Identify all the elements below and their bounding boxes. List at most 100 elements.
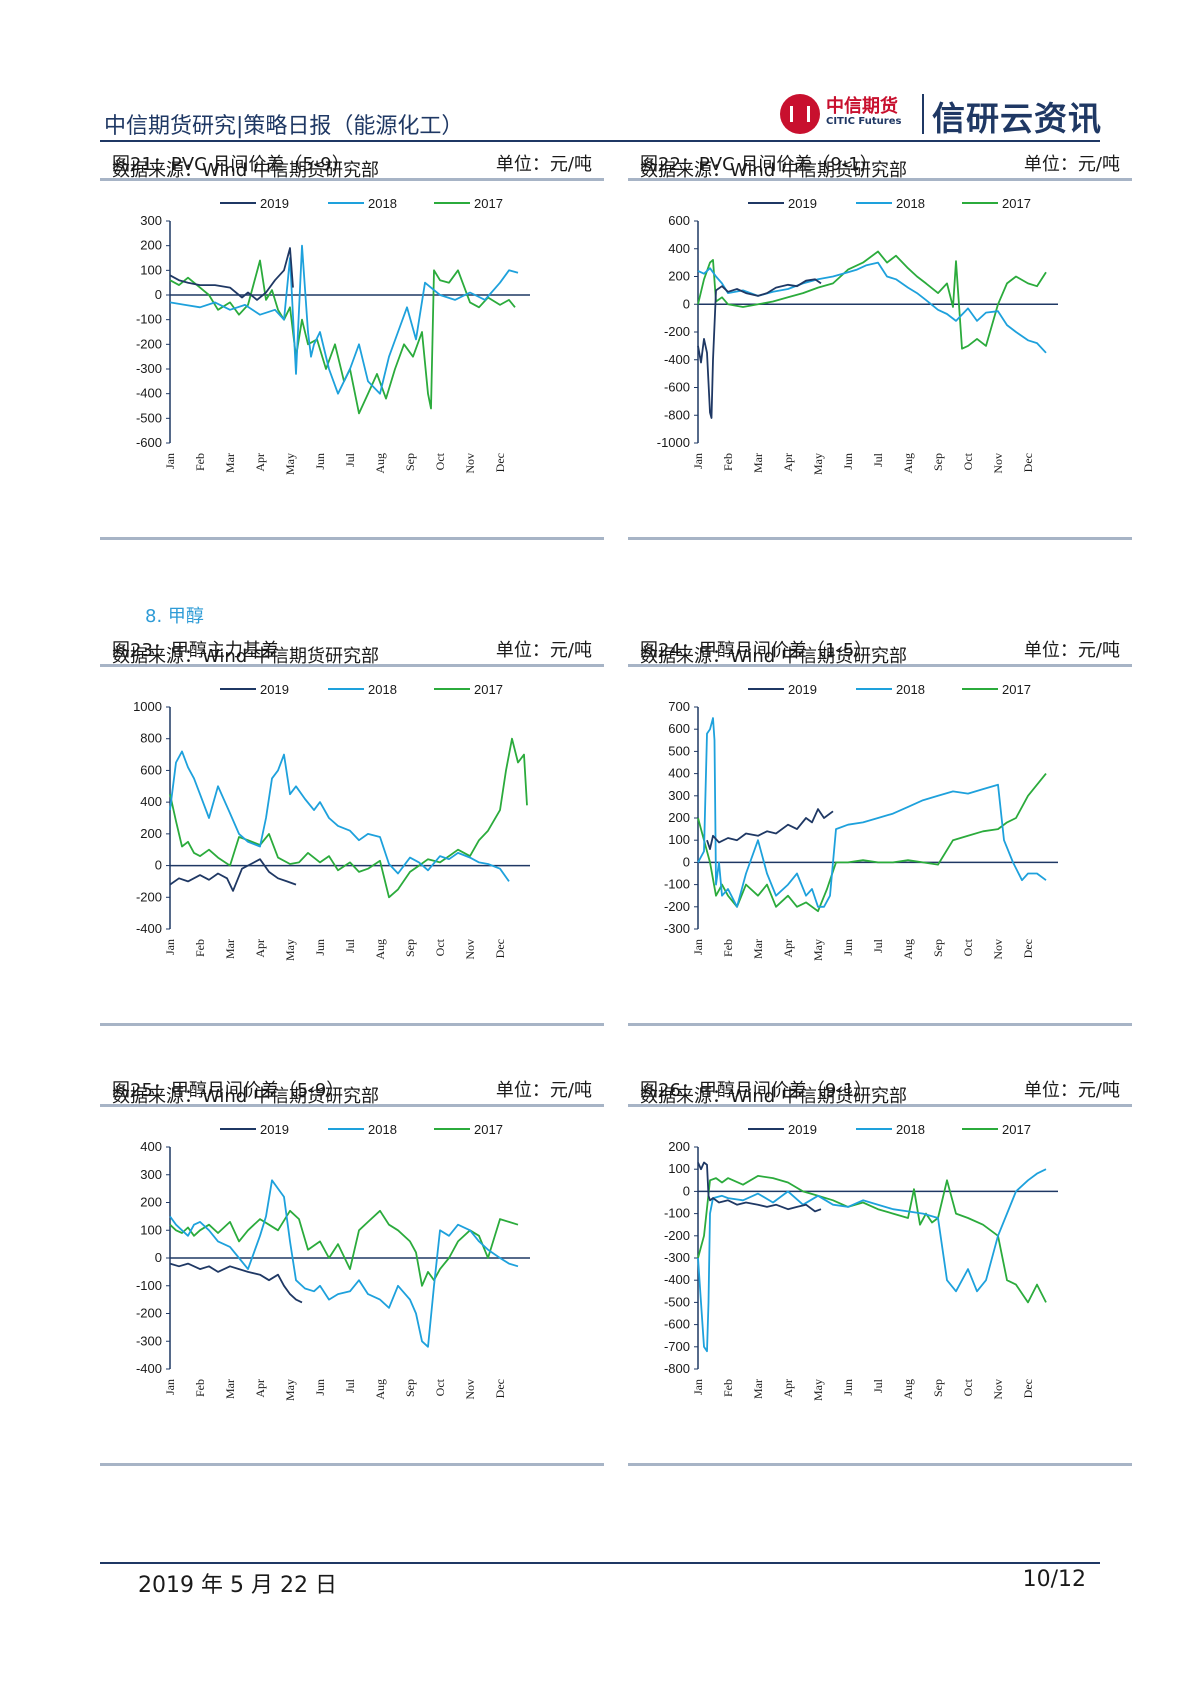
series-line-2019	[169, 858, 297, 892]
chart-bottom-rule	[628, 537, 1132, 540]
y-tick-label: 400	[668, 766, 690, 781]
y-tick-label: -300	[664, 1250, 690, 1265]
x-tick-label: Apr	[781, 453, 795, 472]
y-tick-label: -400	[136, 386, 162, 401]
x-tick-label: Mar	[751, 1379, 765, 1399]
legend-label-2017: 2017	[1002, 682, 1031, 697]
chart-title: 图24：甲醇月间价差（1-5）	[640, 640, 873, 661]
x-tick-label: Oct	[961, 938, 975, 956]
y-tick-label: -200	[136, 1306, 162, 1321]
x-tick-label: Jan	[163, 939, 177, 955]
chart-panel-header: 图22：PVC 月间价差（9-1） 单位：元/吨	[628, 146, 1132, 181]
citic-emblem-icon	[780, 94, 820, 134]
series-line-2017	[169, 259, 516, 415]
y-tick-label: 100	[668, 1161, 690, 1176]
legend-label-2017: 2017	[474, 196, 503, 211]
series-line-2019	[169, 1262, 303, 1304]
legend-label-2019: 2019	[788, 682, 817, 697]
chart-panel-header: 图24：甲醇月间价差（1-5） 单位：元/吨	[628, 632, 1132, 667]
x-tick-label: Mar	[223, 1379, 237, 1399]
x-tick-label: Apr	[253, 1379, 267, 1398]
chart-title: 图21：PVC 月间价差（5-9）	[112, 154, 350, 175]
y-tick-label: 0	[155, 1250, 162, 1265]
chart-bottom-rule	[100, 537, 604, 540]
legend-label-2019: 2019	[260, 1122, 289, 1137]
y-tick-label: 0	[683, 1183, 690, 1198]
x-tick-label: May	[811, 939, 825, 961]
x-tick-label: Jul	[343, 938, 357, 953]
y-tick-label: -300	[136, 1333, 162, 1348]
chart-panel-header: 图21：PVC 月间价差（5-9） 单位：元/吨	[100, 146, 604, 181]
x-tick-label: Dec	[1021, 453, 1035, 472]
y-tick-label: 200	[668, 269, 690, 284]
page-number: 10/12	[1022, 1567, 1086, 1592]
citic-futures-logo: 中信期货 CITIC Futures 信研云资讯	[780, 92, 1116, 138]
x-tick-label: Feb	[193, 453, 207, 471]
x-tick-label: Aug	[373, 453, 387, 474]
chart-unit: 单位：元/吨	[1023, 1080, 1120, 1101]
x-tick-label: Jun	[841, 453, 855, 470]
y-tick-label: 400	[140, 1139, 162, 1154]
logo-cn-text: 中信期货	[826, 96, 898, 117]
chart-panel-header: 图25：甲醇月间价差（5-9） 单位：元/吨	[100, 1072, 604, 1107]
x-tick-label: Jun	[841, 1379, 855, 1396]
x-tick-label: Nov	[463, 453, 477, 474]
y-tick-label: 500	[668, 743, 690, 758]
y-tick-label: -600	[136, 435, 162, 450]
y-tick-label: -300	[664, 921, 690, 936]
chart-bottom-rule	[628, 1463, 1132, 1466]
y-tick-label: -400	[136, 1361, 162, 1376]
legend-label-2017: 2017	[1002, 196, 1031, 211]
series-line-2018	[697, 1168, 1047, 1353]
y-tick-label: -100	[664, 1206, 690, 1221]
x-tick-label: May	[811, 453, 825, 475]
chart-source: 数据来源：Wind 中信期货研究部	[640, 646, 907, 667]
x-tick-label: May	[283, 453, 297, 475]
legend-label-2017: 2017	[474, 682, 503, 697]
y-tick-label: -200	[136, 336, 162, 351]
legend-label-2018: 2018	[896, 682, 925, 697]
x-tick-label: Aug	[901, 1379, 915, 1400]
x-tick-label: Mar	[223, 453, 237, 473]
y-tick-label: 300	[140, 213, 162, 228]
y-tick-label: -400	[136, 921, 162, 936]
chart-panel-header: 图23：甲醇主力基差 单位：元/吨	[100, 632, 604, 667]
y-tick-label: 0	[683, 296, 690, 311]
chart-panel-26: 图26：甲醇月间价差（9-1） 单位：元/吨 2019 2018 2017 -800 -…	[628, 1072, 1132, 1466]
x-tick-label: Oct	[961, 1378, 975, 1396]
y-tick-label: 1000	[133, 699, 162, 714]
y-tick-label: -300	[136, 361, 162, 376]
legend-label-2018: 2018	[368, 1122, 397, 1137]
series-line-2018	[697, 717, 1047, 908]
chart-panel-23: 图23：甲醇主力基差 单位：元/吨 2019 2018 2017 -400 -200 0 2…	[100, 632, 604, 1026]
line-chart-pvc-5-9: 2019 2018 2017 -600 -500 -400 -300 -200 -100 0 100…	[136, 196, 530, 475]
x-tick-label: Nov	[991, 1379, 1005, 1400]
x-tick-label: Mar	[751, 939, 765, 959]
chart-title: 图25：甲醇月间价差（5-9）	[112, 1080, 345, 1101]
y-tick-label: -500	[664, 1294, 690, 1309]
x-tick-label: Jan	[163, 453, 177, 469]
x-tick-label: Aug	[901, 939, 915, 960]
x-tick-label: Feb	[721, 453, 735, 471]
legend-label-2018: 2018	[368, 682, 397, 697]
y-tick-label: 300	[668, 788, 690, 803]
y-tick-label: -600	[664, 380, 690, 395]
y-tick-label: -200	[664, 324, 690, 339]
x-tick-label: Apr	[253, 453, 267, 472]
logo-en-text: CITIC Futures	[826, 116, 902, 127]
y-tick-label: 600	[668, 213, 690, 228]
x-tick-label: Jun	[313, 453, 327, 470]
x-tick-label: Feb	[193, 939, 207, 957]
series-line-2017	[697, 1175, 1047, 1304]
y-tick-label: 200	[668, 810, 690, 825]
x-tick-label: Apr	[781, 939, 795, 958]
y-tick-label: 100	[140, 262, 162, 277]
y-tick-label: -200	[664, 1228, 690, 1243]
line-chart-methanol-basis: 2019 2018 2017 -400 -200 0 200 400 600 800 1000 Jan…	[133, 682, 530, 961]
y-tick-label: -200	[136, 889, 162, 904]
y-tick-label: 700	[668, 699, 690, 714]
legend-label-2017: 2017	[1002, 1122, 1031, 1137]
y-tick-label: 300	[140, 1167, 162, 1182]
x-tick-label: Jul	[871, 1378, 885, 1393]
x-tick-label: Dec	[493, 1379, 507, 1398]
